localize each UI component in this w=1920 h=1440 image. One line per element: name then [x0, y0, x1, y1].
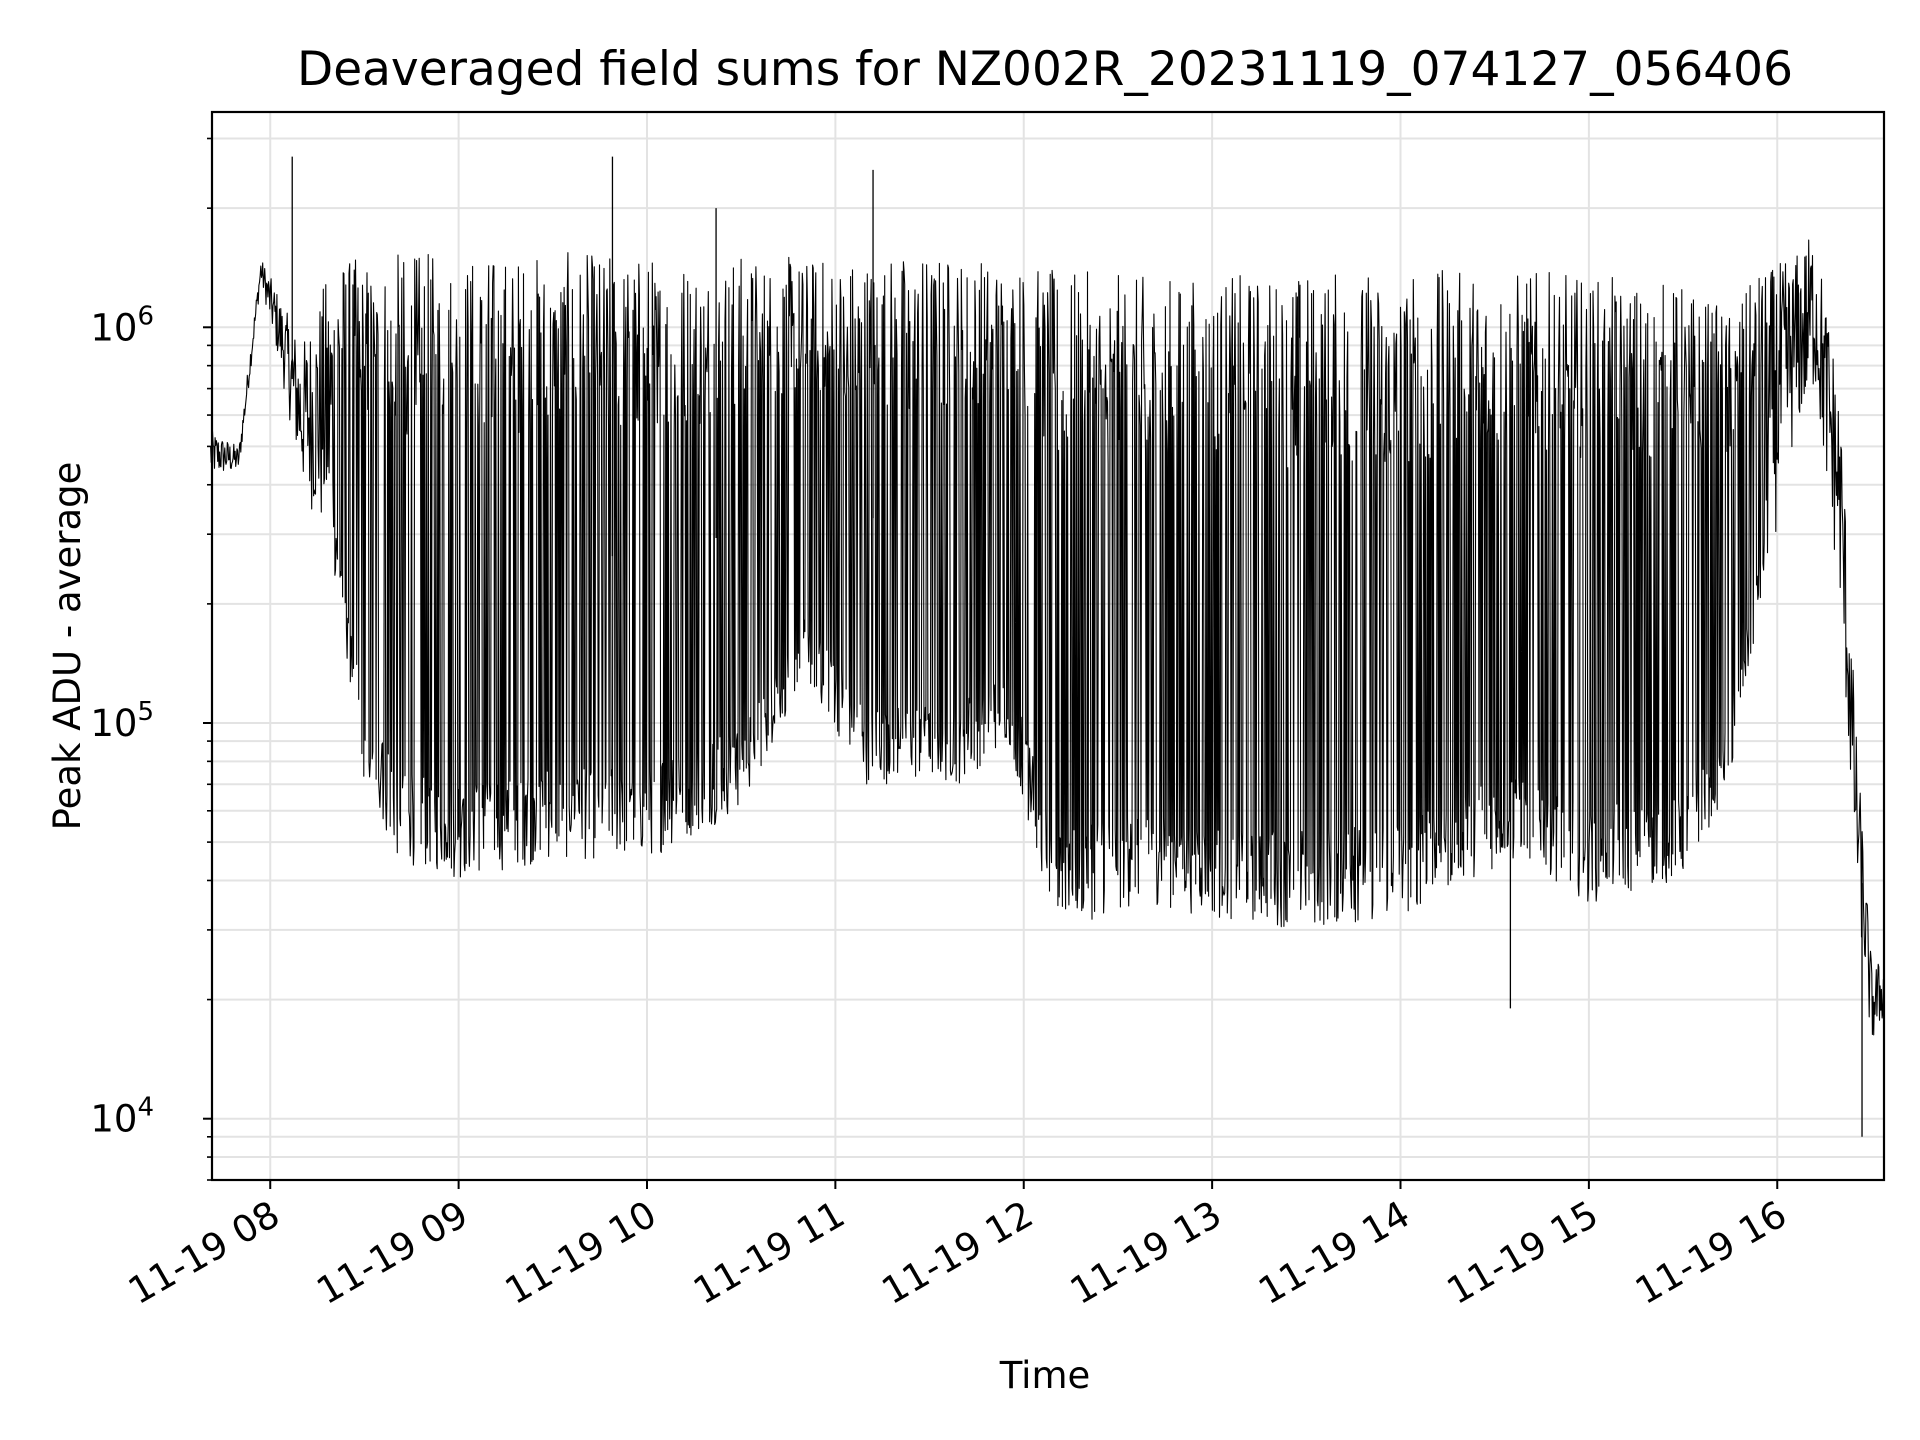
y-tick-exponent: 5	[137, 697, 154, 727]
y-tick-label: 105	[90, 697, 154, 745]
plot-frame	[210, 110, 1886, 1182]
y-tick-exponent: 4	[137, 1093, 154, 1123]
x-axis-label: Time	[999, 1354, 1091, 1397]
chart-title: Deaveraged field sums for NZ002R_2023111…	[297, 42, 1793, 97]
series-line	[210, 239, 1885, 1036]
y-axis-label: Peak ADU - average	[46, 462, 89, 831]
series-layer	[210, 156, 1885, 1137]
y-tick-exponent: 6	[137, 301, 154, 331]
